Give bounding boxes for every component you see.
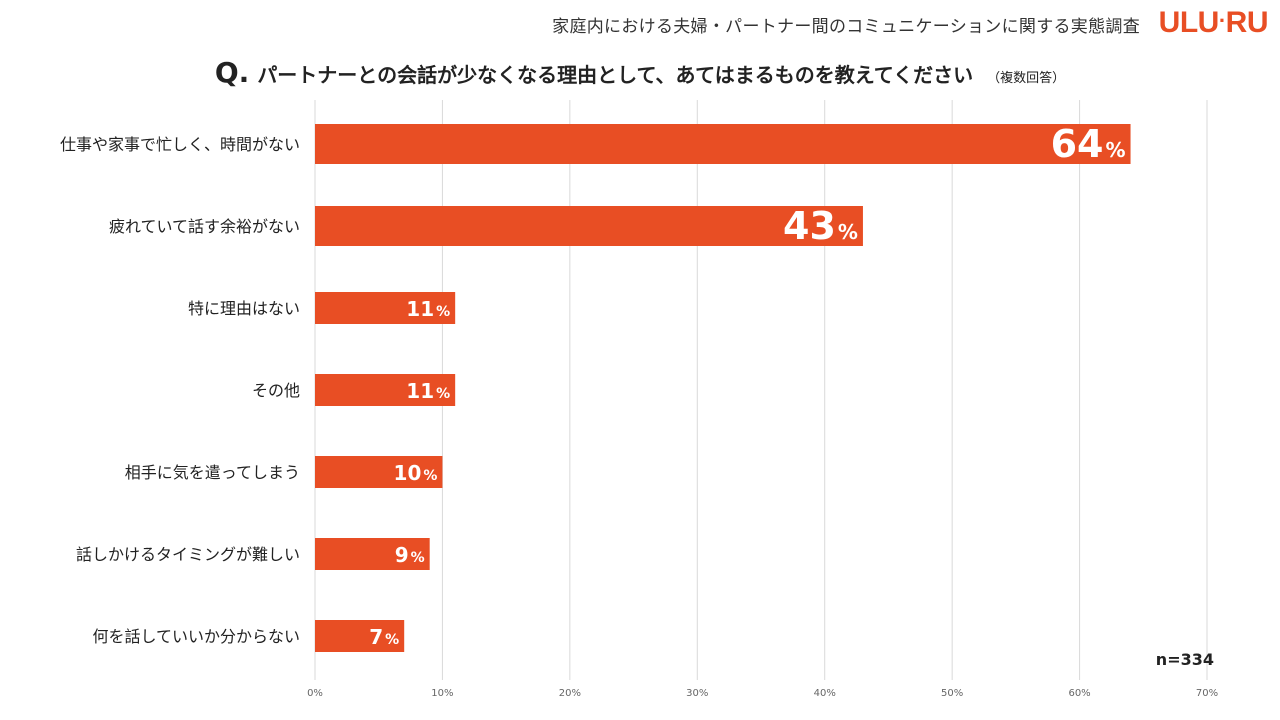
category-label: 相手に気を遣ってしまう	[125, 463, 300, 482]
ulu-ru-logo: ULU·RU	[1158, 6, 1269, 40]
bar	[315, 620, 405, 652]
value-number: 64	[1051, 122, 1104, 166]
value-suffix: %	[385, 632, 399, 648]
value-label: 10%	[394, 461, 438, 485]
logo-part-1: ULU	[1158, 6, 1220, 39]
value-label: 11%	[406, 297, 450, 321]
value-number: 11	[406, 297, 434, 321]
survey-title: 家庭内における夫婦・パートナー間のコミュニケーションに関する実態調査	[552, 17, 1140, 37]
value-suffix: %	[1105, 138, 1125, 162]
bar	[315, 456, 443, 488]
x-tick-label: 50%	[941, 688, 963, 699]
value-label: 43%	[783, 204, 858, 248]
bar	[315, 206, 863, 246]
value-suffix: %	[436, 386, 450, 402]
x-tick-label: 40%	[814, 688, 836, 699]
value-number: 43	[783, 204, 836, 248]
value-number: 9	[395, 543, 409, 567]
value-number: 10	[394, 461, 422, 485]
x-tick-label: 60%	[1068, 688, 1090, 699]
category-label: 特に理由はない	[188, 299, 300, 318]
logo-separator: ·	[1218, 8, 1226, 33]
value-suffix: %	[411, 550, 425, 566]
value-label: 9%	[395, 543, 425, 567]
sample-size-label: n=334	[1155, 650, 1214, 669]
x-tick-label: 30%	[686, 688, 708, 699]
logo-part-2: RU	[1225, 6, 1269, 39]
value-label: 7%	[369, 625, 399, 649]
x-tick-label: 70%	[1196, 688, 1218, 699]
value-number: 7	[369, 625, 383, 649]
x-tick-label: 10%	[431, 688, 453, 699]
question-mark: Q.	[214, 56, 250, 89]
category-label: 仕事や家事で忙しく、時間がない	[60, 135, 300, 154]
category-label: 話しかけるタイミングが難しい	[76, 545, 300, 564]
value-suffix: %	[436, 304, 450, 320]
value-suffix: %	[838, 220, 858, 244]
category-label: 何を話していいか分からない	[92, 627, 300, 646]
value-label: 11%	[406, 379, 450, 403]
question-heading: Q. パートナーとの会話が少なくなる理由として、あてはまるものを教えてください （複…	[0, 56, 1280, 89]
value-label: 64%	[1051, 122, 1126, 166]
value-suffix: %	[423, 468, 437, 484]
bar	[315, 124, 1131, 164]
bar	[315, 374, 456, 406]
category-label: その他	[252, 381, 300, 400]
x-tick-label: 20%	[559, 688, 581, 699]
bar	[315, 538, 430, 570]
question-note: （複数回答）	[987, 71, 1066, 86]
bar	[315, 292, 456, 324]
question-text: パートナーとの会話が少なくなる理由として、あてはまるものを教えてください	[257, 63, 974, 87]
x-tick-label: 0%	[307, 688, 323, 699]
value-number: 11	[406, 379, 434, 403]
category-label: 疲れていて話す余裕がない	[109, 217, 300, 236]
